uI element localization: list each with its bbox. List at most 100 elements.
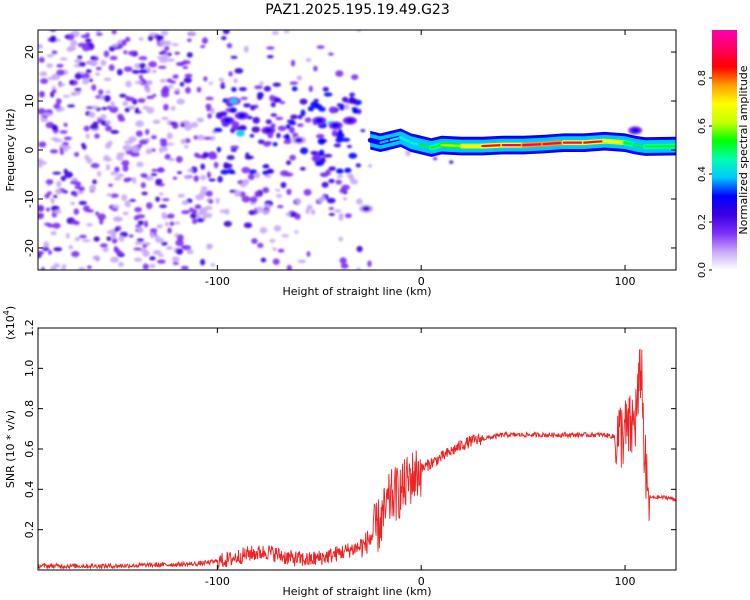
spectral-speckle	[313, 98, 319, 103]
spectral-speckle	[208, 153, 218, 160]
spectral-speckle	[149, 228, 158, 233]
spectral-speckle	[125, 80, 132, 88]
spectral-speckle	[205, 190, 213, 197]
spectral-speckle	[335, 179, 342, 185]
ridge-core-peak	[522, 143, 545, 147]
spectral-speckle	[53, 209, 62, 214]
spectral-speckle	[341, 184, 351, 191]
spectral-speckle	[273, 225, 282, 232]
spectral-speckle	[183, 145, 189, 149]
spectral-speckle	[109, 55, 118, 61]
spectral-speckle	[95, 66, 102, 71]
spectral-speckle	[265, 119, 272, 125]
spectral-speckle	[70, 39, 78, 47]
spectrogram-y-ticks: -20 -10 0 10 20	[23, 45, 676, 257]
spectral-speckle	[273, 97, 282, 103]
spectral-speckle	[199, 190, 208, 197]
spectral-speckle	[133, 215, 140, 221]
spectral-speckle	[308, 85, 313, 93]
spectral-speckle	[45, 207, 51, 212]
spectral-speckle	[219, 209, 228, 214]
spectral-speckle	[254, 172, 261, 179]
spectral-speckle	[140, 182, 146, 189]
spectral-speckle	[129, 198, 136, 203]
spectral-speckle	[213, 161, 219, 169]
spectral-speckle	[89, 184, 97, 192]
spectral-speckle	[230, 145, 240, 150]
spectral-speckle	[134, 107, 140, 114]
spectral-speckle	[180, 265, 189, 270]
spectral-speckle	[289, 81, 299, 85]
spectral-cluster-core	[362, 206, 371, 212]
spectral-speckle	[320, 195, 326, 202]
spectral-speckle	[310, 150, 318, 155]
spectral-speckle	[122, 211, 129, 216]
spectral-speckle	[147, 35, 154, 42]
spectral-speckle	[205, 96, 214, 101]
spectral-speckle	[174, 51, 181, 55]
spectral-cluster-core	[223, 118, 232, 124]
spectral-speckle	[116, 154, 124, 161]
colorbar-gradient	[712, 30, 737, 270]
spectral-speckle	[254, 190, 261, 198]
spectral-speckle	[166, 78, 173, 83]
spectral-speckle	[200, 45, 206, 49]
spectral-speckle	[220, 169, 229, 175]
spectral-speckle	[220, 81, 225, 87]
spectral-speckle	[109, 106, 119, 113]
spectral-speckle	[360, 129, 366, 133]
spectral-speckle	[328, 212, 336, 216]
spectral-speckle	[174, 221, 181, 225]
y-tick-label: 1.2	[23, 319, 36, 337]
spectral-speckle	[134, 206, 142, 213]
spectral-speckle	[131, 69, 140, 74]
spectral-speckle	[148, 32, 157, 37]
spectral-speckle	[142, 244, 148, 248]
spectral-speckle	[51, 124, 58, 131]
spectral-speckle	[172, 74, 179, 79]
spectral-speckle	[94, 133, 100, 139]
spectral-speckle	[40, 117, 48, 123]
spectral-speckle	[186, 52, 193, 58]
spectral-speckle	[142, 105, 149, 110]
spectral-speckle	[78, 266, 86, 270]
spectral-speckle	[137, 220, 144, 226]
spectral-speckle	[333, 209, 342, 213]
spectral-speckle	[59, 130, 68, 134]
spectral-speckle	[78, 61, 86, 67]
spectral-speckle	[100, 114, 107, 120]
spectral-speckle	[256, 94, 263, 101]
spectral-speckle	[45, 179, 54, 185]
spectral-speckle	[85, 133, 90, 139]
spectral-speckle	[322, 86, 329, 92]
spectral-speckle	[155, 178, 163, 184]
spectral-speckle	[56, 180, 62, 188]
spectral-speckle	[230, 148, 237, 152]
spectral-speckle	[286, 264, 292, 270]
spectral-speckle	[80, 72, 90, 80]
spectral-speckle	[152, 93, 157, 97]
spectral-speckle	[167, 84, 174, 89]
spectral-speckle	[318, 138, 328, 143]
spectral-speckle	[300, 109, 306, 117]
spectral-speckle	[95, 72, 100, 77]
spectral-speckle	[99, 218, 104, 225]
spectral-speckle	[110, 256, 119, 263]
spectral-speckle	[349, 97, 357, 105]
spectral-speckle	[139, 139, 149, 145]
spectral-speckle	[197, 134, 205, 141]
spectral-speckle	[162, 85, 170, 93]
spectral-speckle	[231, 123, 240, 130]
spectral-speckle	[113, 246, 118, 253]
spectral-speckle	[74, 72, 82, 80]
spectral-speckle	[230, 55, 238, 59]
spectral-speckle	[167, 227, 172, 234]
spectral-speckle	[86, 106, 94, 110]
spectral-speckle	[272, 142, 278, 147]
spectral-speckle	[145, 148, 153, 155]
spectral-speckle	[134, 80, 144, 85]
spectral-speckle	[53, 247, 63, 252]
spectral-speckle	[313, 65, 318, 72]
spectral-speckle	[124, 177, 133, 181]
spectral-speckle	[121, 194, 128, 201]
